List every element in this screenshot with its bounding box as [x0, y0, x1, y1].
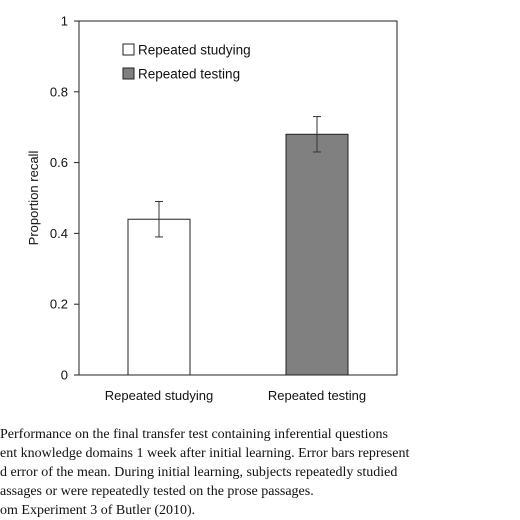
- x-axis-labels: Repeated studying Repeated testing: [105, 388, 366, 403]
- figure-caption: Performance on the final transfer test c…: [0, 425, 520, 520]
- bar-chart: 0 0.2 0.4 0.6 0.8 1 Proportion recall Repeate…: [26, 14, 398, 403]
- x-tick-label: Repeated studying: [105, 388, 213, 403]
- y-tick-label: 0: [61, 368, 68, 383]
- legend-swatch: [122, 43, 135, 56]
- bar: [127, 218, 191, 376]
- caption-line: om Experiment 3 of Butler (2010).: [0, 503, 196, 518]
- y-axis-label: Proportion recall: [26, 151, 41, 246]
- legend: Repeated studying Repeated testing: [122, 43, 251, 82]
- y-tick-label: 0.2: [50, 297, 68, 312]
- caption-line: d error of the mean. During initial lear…: [0, 465, 398, 480]
- plot-frame: [78, 20, 398, 376]
- y-tick-label: 1: [61, 14, 68, 29]
- caption-line: Performance on the final transfer test c…: [0, 427, 388, 442]
- y-tick-label: 0.8: [50, 84, 68, 99]
- caption-line: assages or were repeatedly tested on the…: [0, 484, 314, 499]
- y-axis-ticks: 0 0.2 0.4 0.6 0.8 1: [50, 14, 79, 383]
- y-tick-label: 0.4: [50, 226, 68, 241]
- bar: [285, 133, 349, 376]
- x-tick-label: Repeated testing: [268, 388, 366, 403]
- legend-swatch: [122, 67, 135, 80]
- legend-label: Repeated studying: [138, 43, 251, 58]
- y-tick-label: 0.6: [50, 155, 68, 170]
- legend-label: Repeated testing: [138, 67, 240, 82]
- bars: [127, 116, 349, 376]
- caption-line: ent knowledge domains 1 week after initi…: [0, 446, 410, 461]
